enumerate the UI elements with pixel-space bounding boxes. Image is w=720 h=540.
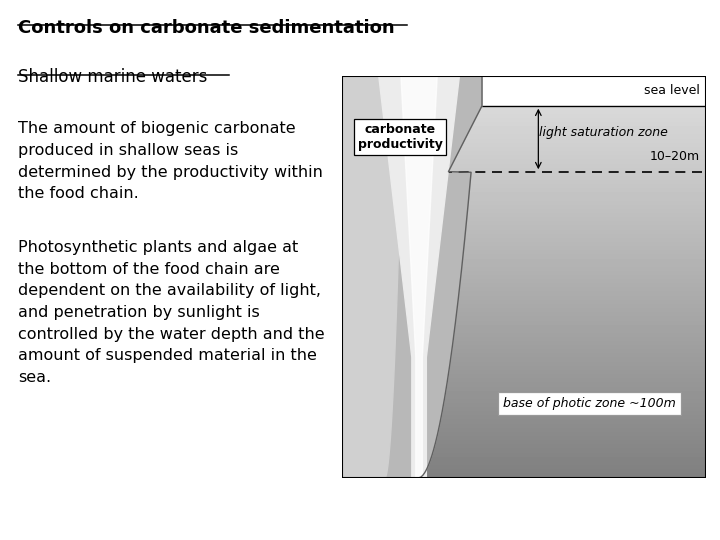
- Text: Photosynthetic plants and algae at
the bottom of the food chain are
dependent on: Photosynthetic plants and algae at the b…: [18, 240, 325, 385]
- Text: Shallow marine waters: Shallow marine waters: [18, 68, 207, 85]
- Polygon shape: [379, 76, 459, 478]
- Polygon shape: [342, 76, 404, 478]
- Text: Controls on carbonate sedimentation: Controls on carbonate sedimentation: [18, 19, 395, 37]
- Text: carbonate
productivity: carbonate productivity: [358, 123, 443, 151]
- Text: 10–20m: 10–20m: [650, 150, 700, 163]
- Text: base of photic zone ~100m: base of photic zone ~100m: [503, 397, 675, 410]
- Text: The amount of biogenic carbonate
produced in shallow seas is
determined by the p: The amount of biogenic carbonate produce…: [18, 122, 323, 201]
- Polygon shape: [342, 76, 482, 478]
- Text: sea level: sea level: [644, 84, 700, 97]
- Polygon shape: [401, 76, 437, 478]
- Text: light saturation zone: light saturation zone: [539, 126, 668, 139]
